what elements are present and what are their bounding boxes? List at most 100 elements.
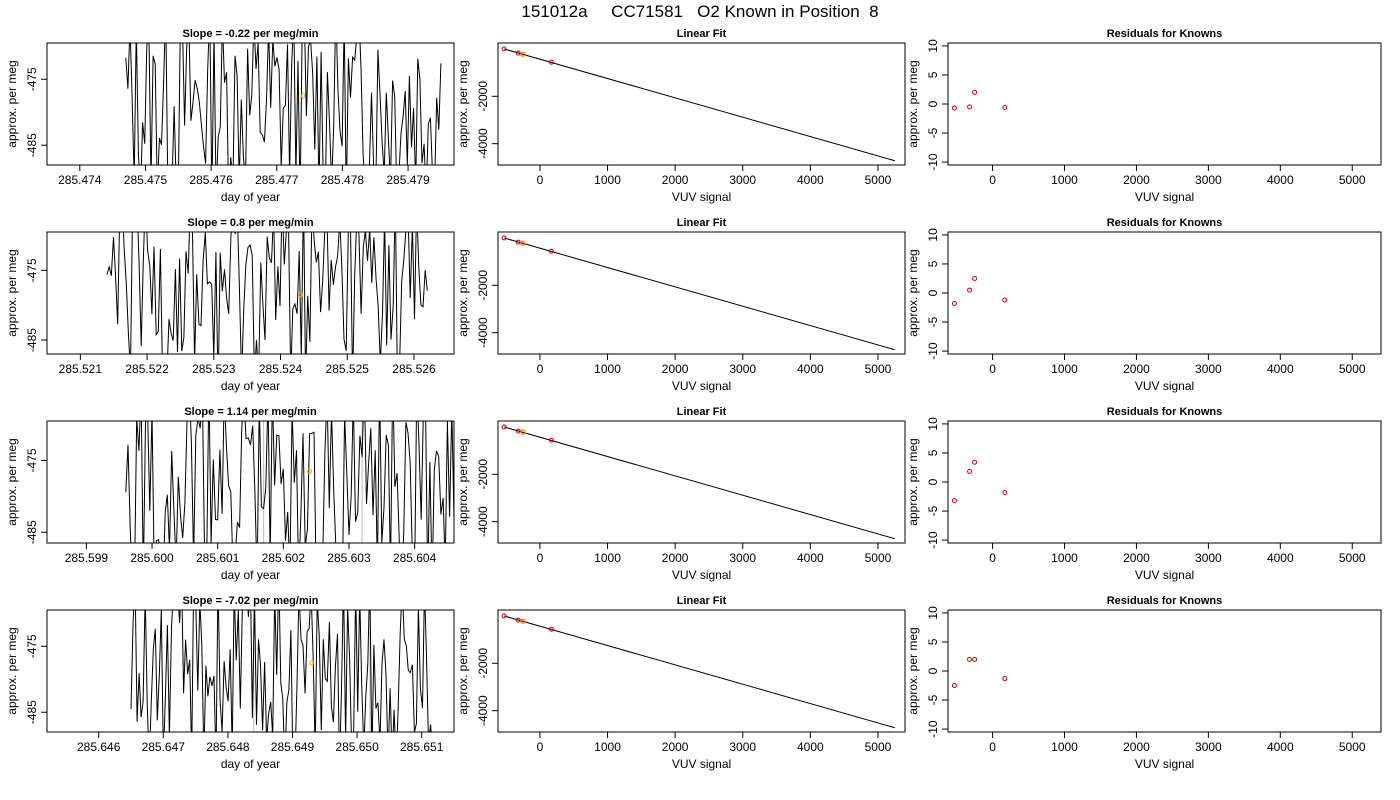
plot-frame bbox=[497, 420, 906, 544]
x-tick-label: 285.648 bbox=[206, 740, 250, 754]
x-tick-label: 0 bbox=[537, 362, 544, 376]
x-tick-label: 4000 bbox=[1267, 740, 1294, 754]
known-point bbox=[300, 93, 306, 99]
x-tick-label: 285.523 bbox=[192, 362, 236, 376]
x-tick-label: 285.478 bbox=[321, 173, 365, 187]
x-tick-label: 4000 bbox=[1267, 173, 1294, 187]
plot-frame bbox=[497, 231, 906, 355]
chart-panel-5: Linear Fit 0 1000 2000 3000 4000 5000 VUV signa… bbox=[456, 217, 906, 393]
x-tick-label: 5000 bbox=[1339, 362, 1366, 376]
y-tick-label: -475 bbox=[25, 258, 39, 282]
fit-point bbox=[501, 46, 507, 52]
known-point bbox=[520, 618, 526, 624]
x-tick-label: 5000 bbox=[865, 551, 892, 565]
x-tick-label: 5000 bbox=[1339, 740, 1366, 754]
x-tick-label: 285.603 bbox=[327, 551, 371, 565]
fit-point bbox=[548, 248, 554, 254]
residual-point bbox=[967, 469, 973, 475]
plot-data bbox=[951, 459, 1008, 504]
residual-point bbox=[967, 287, 973, 293]
plot-frame bbox=[46, 420, 455, 544]
y-axis-label: approx. per meg bbox=[5, 438, 19, 525]
panel-title: Residuals for Knowns bbox=[1107, 595, 1223, 607]
chart-panel-8: Linear Fit 0 1000 2000 3000 4000 5000 VUV signa… bbox=[456, 406, 906, 582]
y-axis-label: approx. per meg bbox=[456, 438, 470, 525]
y-tick-label: -2000 bbox=[476, 81, 490, 112]
x-tick-label: 285.475 bbox=[124, 173, 168, 187]
y-axis-label: approx. per meg bbox=[5, 249, 19, 336]
residual-point bbox=[1002, 676, 1008, 682]
x-tick-label: 285.524 bbox=[259, 362, 303, 376]
x-tick-label: 4000 bbox=[797, 173, 824, 187]
x-tick-label: 2000 bbox=[662, 740, 689, 754]
residual-point bbox=[972, 275, 978, 281]
x-tick-label: 3000 bbox=[1195, 551, 1222, 565]
signal-trace bbox=[130, 610, 432, 732]
y-tick-label: -10 bbox=[926, 342, 940, 360]
fit-point bbox=[515, 617, 521, 623]
x-tick-label: 1000 bbox=[1051, 551, 1078, 565]
x-tick-label: 1000 bbox=[1051, 362, 1078, 376]
fit-point bbox=[515, 428, 521, 434]
x-tick-label: 285.476 bbox=[189, 173, 233, 187]
y-axis-label: approx. per meg bbox=[5, 627, 19, 714]
x-tick-label: 0 bbox=[989, 362, 996, 376]
fit-point bbox=[548, 437, 554, 443]
plot-frame bbox=[947, 609, 1382, 733]
panel-title: Slope = 1.14 per meg/min bbox=[184, 406, 317, 418]
x-tick-label: 3000 bbox=[729, 740, 756, 754]
plot-frame bbox=[46, 231, 455, 355]
residual-point bbox=[972, 459, 978, 465]
x-tick-label: 4000 bbox=[797, 740, 824, 754]
panel-title: Slope = 0.8 per meg/min bbox=[187, 217, 314, 229]
x-tick-label: 5000 bbox=[1339, 551, 1366, 565]
x-tick-label: 285.647 bbox=[142, 740, 186, 754]
y-axis-label: approx. per meg bbox=[456, 60, 470, 147]
plot-data bbox=[501, 235, 895, 351]
residual-point bbox=[951, 683, 957, 689]
residual-point bbox=[951, 105, 957, 111]
fit-line bbox=[503, 237, 895, 351]
y-tick-label: -4000 bbox=[476, 695, 490, 726]
x-axis-label: VUV signal bbox=[1135, 568, 1194, 582]
x-tick-label: 285.651 bbox=[400, 740, 444, 754]
y-tick-label: -10 bbox=[926, 153, 940, 171]
x-tick-label: 1000 bbox=[594, 551, 621, 565]
x-tick-label: 285.474 bbox=[58, 173, 102, 187]
y-tick-label: -2000 bbox=[476, 459, 490, 490]
y-axis-label: approx. per meg bbox=[456, 249, 470, 336]
x-tick-label: 2000 bbox=[662, 551, 689, 565]
x-tick-label: 285.604 bbox=[393, 551, 437, 565]
y-tick-label: 10 bbox=[926, 606, 940, 620]
x-tick-label: 2000 bbox=[1123, 362, 1150, 376]
x-tick-label: 2000 bbox=[662, 362, 689, 376]
y-tick-label: -4000 bbox=[476, 128, 490, 159]
y-tick-label: -5 bbox=[926, 694, 940, 705]
y-tick-label: 5 bbox=[926, 638, 940, 645]
x-tick-label: 285.479 bbox=[386, 173, 430, 187]
residual-point bbox=[951, 300, 957, 306]
x-tick-label: 0 bbox=[537, 551, 544, 565]
chart-panel-6: Residuals for Knowns 0 1000 2000 3000 4000 500… bbox=[906, 217, 1382, 393]
chart-panel-10: Slope = -7.02 per meg/min 285.646 285.647 2… bbox=[5, 595, 455, 771]
residual-point bbox=[1002, 104, 1008, 110]
y-tick-label: -485 bbox=[25, 700, 39, 724]
fit-line bbox=[503, 426, 895, 540]
x-tick-label: 2000 bbox=[1123, 740, 1150, 754]
chart-panel-2: Linear Fit 0 1000 2000 3000 4000 5000 VUV signa… bbox=[456, 28, 906, 204]
panel-title: Residuals for Knowns bbox=[1107, 28, 1223, 40]
y-axis-label: approx. per meg bbox=[906, 438, 920, 525]
fit-point bbox=[548, 59, 554, 65]
known-point bbox=[309, 660, 315, 666]
panel-title: Residuals for Knowns bbox=[1107, 406, 1223, 418]
x-tick-label: 285.599 bbox=[65, 551, 109, 565]
fit-point bbox=[515, 50, 521, 56]
plot-frame bbox=[497, 609, 906, 733]
plot-frame bbox=[46, 609, 455, 733]
y-tick-label: 10 bbox=[926, 417, 940, 431]
x-axis-label: VUV signal bbox=[672, 757, 731, 771]
y-tick-label: -5 bbox=[926, 316, 940, 327]
plot-data bbox=[106, 232, 428, 354]
known-point bbox=[307, 468, 313, 474]
x-tick-label: 1000 bbox=[594, 740, 621, 754]
